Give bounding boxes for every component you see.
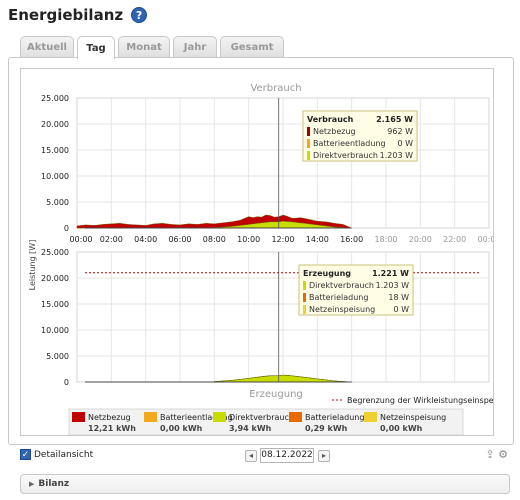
tooltip-erzeugung-row-value: 18 W [388, 293, 409, 302]
date-input[interactable]: 08.12.2022 [260, 448, 314, 463]
tooltip-verbrauch-title: Verbrauch [307, 115, 354, 124]
x-tick-label: 12:00 [271, 235, 294, 244]
tooltip-verbrauch-swatch [307, 151, 310, 160]
legend-swatch [289, 412, 302, 422]
x-tick-label: 06:00 [168, 235, 191, 244]
tab-bar: Aktuell Tag Monat Jahr Gesamt [20, 36, 287, 59]
plot-erzeugung: 25.000 20.000 15.000 10.000 5.000 0 [41, 248, 490, 387]
x-tick-label: 02:00 [100, 235, 123, 244]
y-tick-label: 15.000 [41, 146, 69, 155]
x-tick-label: 00:00 [477, 235, 493, 244]
legend-swatch [364, 412, 377, 422]
y-tick-label: 10.000 [41, 326, 69, 335]
tooltip-erzeugung-title: Erzeugung [303, 269, 351, 278]
y-tick-label: 5.000 [46, 198, 69, 207]
legend-swatch [144, 412, 157, 422]
legend-value: 0,29 kWh [305, 424, 348, 433]
controls-row: ✓ Detailansicht ◂ 08.12.2022 ▸ ⇪ ⚙ [20, 448, 514, 464]
chart-title-verbrauch: Verbrauch [250, 83, 301, 94]
legend-label: Batterieentladung [160, 413, 233, 422]
x-tick-label: 00:00 [69, 235, 92, 244]
tooltip-verbrauch-swatch [307, 127, 310, 136]
y-tick-label: 0 [64, 378, 69, 387]
tooltip-verbrauch-box [302, 110, 418, 162]
tooltip-erzeugung-swatch [303, 281, 306, 290]
x-tick-label: 14:00 [306, 235, 329, 244]
toolbar-icons: ⇪ ⚙ [485, 448, 508, 461]
x-tick-label: 18:00 [374, 235, 397, 244]
detail-label: Detailansicht [34, 450, 94, 460]
tooltip-verbrauch-row-value: 962 W [387, 127, 413, 136]
legend-label: Netzeinspeisung [380, 413, 446, 422]
energy-chart: Verbrauch Erzeugung Leistung [W] 25.0002… [28, 83, 515, 436]
x-tick-label: 04:00 [134, 235, 157, 244]
tooltip-erzeugung-total: 1.221 W [372, 269, 409, 278]
tooltip-erzeugung-row-label: Direktverbrauch [309, 281, 374, 290]
tooltip-verbrauch-row-label: Direktverbrauch [313, 151, 378, 160]
x-tick-label: 10:00 [237, 235, 260, 244]
y-tick-label: 25.000 [41, 94, 69, 103]
tooltip-erzeugung-swatch [303, 293, 306, 302]
tooltip-erzeugung-box [298, 264, 414, 316]
help-icon[interactable]: ? [131, 7, 148, 23]
limit-legend-label: Begrenzung der Wirkleistungseinspeisung [347, 396, 493, 405]
page-header: Energiebilanz ? [8, 6, 148, 24]
bilanz-section[interactable]: ▶ Bilanz [20, 474, 510, 494]
limit-legend: Begrenzung der Wirkleistungseinspeisung [332, 396, 515, 405]
chart-title-erzeugung: Erzeugung [249, 389, 303, 400]
legend-label: Direktverbrauch [229, 413, 294, 422]
tooltip-erzeugung-row-label: Batterieladung [309, 293, 368, 302]
legend-swatch [213, 412, 226, 422]
tooltip-verbrauch-total: 2.165 W [376, 115, 413, 124]
y-tick-label: 10.000 [41, 172, 69, 181]
y-tick-label: 15.000 [41, 300, 69, 309]
tooltip-erzeugung-swatch [303, 305, 306, 314]
y-tick-label: 5.000 [46, 352, 69, 361]
settings-icon[interactable]: ⚙ [498, 448, 508, 461]
legend-value: 0,00 kWh [160, 424, 203, 433]
x-tick-label: 16:00 [340, 235, 363, 244]
area-batterieladung [214, 374, 352, 383]
tooltip-verbrauch-row-label: Netzbezug [313, 127, 356, 136]
y-tick-label: 20.000 [41, 274, 69, 283]
y-tick-label: 0 [64, 224, 69, 233]
tooltip-erzeugung-row-value: 1.203 W [376, 281, 409, 290]
chart-container: Verbrauch Erzeugung Leistung [W] 25.000 2… [20, 68, 515, 436]
chevron-right-icon[interactable]: ▸ [318, 450, 330, 462]
tooltip-verbrauch-row-value: 1.203 W [380, 151, 413, 160]
x-tick-label: 20:00 [409, 235, 432, 244]
legend-value: 12,21 kWh [88, 424, 136, 433]
y-axis-label: Leistung [W] [28, 240, 37, 291]
export-icon[interactable]: ⇪ [485, 448, 495, 461]
chevron-left-icon[interactable]: ◂ [245, 450, 257, 462]
tooltip-verbrauch-row-value: 0 W [397, 139, 413, 148]
page-title: Energiebilanz [8, 6, 124, 24]
tooltip-erzeugung-row-label: Netzeinspeisung [309, 305, 375, 314]
tab-jahr[interactable]: Jahr [173, 36, 217, 58]
legend-box [68, 408, 464, 436]
legend-value: 3,94 kWh [229, 424, 272, 433]
chart-legend: Netzbezug 12,21 kWh Batterieentladung 0,00 … [68, 408, 464, 436]
x-tick-label: 22:00 [443, 235, 466, 244]
detail-checkbox[interactable]: ✓ [20, 449, 31, 460]
bilanz-label: Bilanz [38, 479, 70, 489]
tooltip-erzeugung-row-value: 0 W [393, 305, 409, 314]
tab-tag[interactable]: Tag [77, 36, 115, 59]
y-tick-label: 20.000 [41, 120, 69, 129]
tab-gesamt[interactable]: Gesamt [220, 36, 284, 58]
legend-label: Netzbezug [88, 413, 131, 422]
tooltip-verbrauch: Verbrauch 2.165 W Netzbezug 962 WBatterieen… [302, 110, 418, 162]
legend-swatch [72, 412, 85, 422]
tab-monat[interactable]: Monat [118, 36, 170, 58]
tooltip-verbrauch-row-label: Batterieentladung [313, 139, 386, 148]
tab-aktuell[interactable]: Aktuell [20, 36, 74, 58]
legend-value: 0,00 kWh [380, 424, 423, 433]
legend-label: Batterieladung [305, 413, 364, 422]
y-tick-label: 25.000 [41, 248, 69, 257]
tooltip-erzeugung: Erzeugung 1.221 W Direktverbrauch 1.203 W Ba… [298, 264, 414, 316]
expand-icon: ▶ [29, 480, 35, 488]
x-tick-label: 08:00 [203, 235, 226, 244]
tooltip-verbrauch-swatch [307, 139, 310, 148]
